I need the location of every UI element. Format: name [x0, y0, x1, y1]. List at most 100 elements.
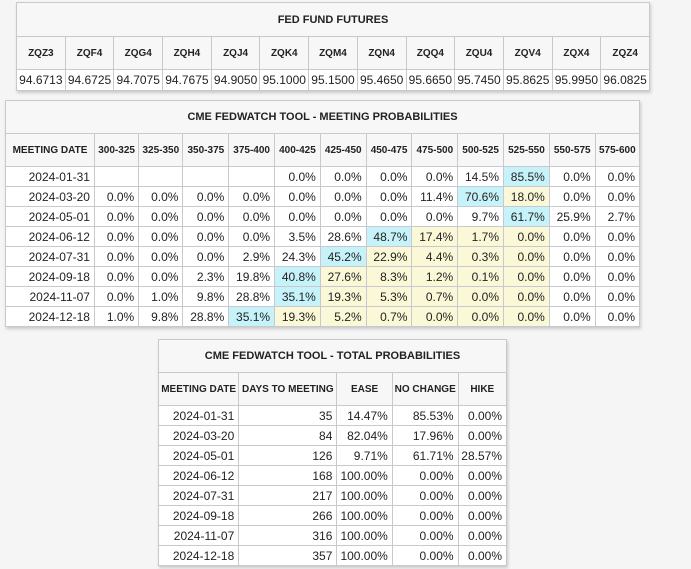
- probability-cell: 85.5%: [503, 166, 550, 187]
- ease-probability: 100.00%: [336, 545, 393, 566]
- no-change-probability: 17.96%: [391, 425, 459, 446]
- probability-cell: 0.0%: [274, 206, 321, 227]
- probability-cell: [182, 166, 230, 187]
- probability-cell: 0.0%: [182, 246, 230, 267]
- meeting-row: 2024-11-07 0.0% 1.0% 9.8% 28.8% 35.1% 19.3% 5.3…: [5, 286, 641, 307]
- probability-cell: 0.0%: [319, 166, 367, 187]
- hike-probability: 0.00%: [457, 505, 508, 526]
- days-to-meeting: 357: [238, 545, 338, 566]
- probability-cell: 0.0%: [457, 306, 505, 327]
- probability-cell: 0.0%: [594, 266, 641, 287]
- probability-cell: 0.0%: [365, 186, 413, 207]
- probability-cell: 0.0%: [548, 246, 596, 267]
- probability-cell: 2.7%: [594, 206, 641, 227]
- probability-cell: 0.0%: [93, 186, 140, 207]
- total-header-row: MEETING DATE DAYS TO MEETING EASE NO CHANGE…: [157, 372, 508, 406]
- total-row: 2024-12-18 357 100.00% 0.00% 0.00%: [157, 545, 508, 566]
- probability-cell: 0.0%: [411, 306, 459, 327]
- probability-cell: 0.0%: [503, 306, 550, 327]
- probability-cell: 0.0%: [594, 226, 641, 247]
- probability-cell: 35.1%: [228, 306, 276, 327]
- no-change-probability: 0.00%: [391, 485, 459, 506]
- meeting-date: 2024-12-18: [157, 545, 240, 566]
- meeting-row: 2024-09-18 0.0% 0.0% 2.3% 19.8% 40.8% 27.6% 8.3…: [5, 266, 641, 287]
- probability-cell: 0.0%: [594, 166, 641, 187]
- hike-probability: 0.00%: [457, 425, 508, 446]
- probability-cell: 0.7%: [411, 286, 459, 307]
- days-to-meeting: 35: [238, 405, 338, 426]
- probability-cell: 0.0%: [503, 286, 550, 307]
- hike-col-header: HIKE: [457, 372, 508, 406]
- probability-cell: 48.7%: [365, 226, 413, 247]
- probability-cell: 0.0%: [182, 206, 230, 227]
- rate-range-col-header: 400-425: [274, 133, 321, 167]
- probability-cell: 0.0%: [93, 226, 140, 247]
- probability-cell: 19.8%: [228, 266, 276, 287]
- probability-cell: 9.8%: [182, 286, 230, 307]
- probability-cell: 0.0%: [138, 246, 184, 267]
- meeting-row: 2024-05-01 0.0% 0.0% 0.0% 0.0% 0.0% 0.0% 0.0% 0.…: [5, 206, 641, 227]
- meeting-header-row: MEETING DATE 300-325 325-350 350-375 375-400…: [5, 133, 641, 167]
- probability-cell: 0.0%: [548, 306, 596, 327]
- probability-cell: 0.0%: [138, 206, 184, 227]
- probability-cell: 0.0%: [548, 166, 596, 187]
- probability-cell: 0.0%: [274, 166, 321, 187]
- total-table-title: CME FEDWATCH TOOL - TOTAL PROBABILITIES: [158, 339, 507, 373]
- days-to-meeting-col-header: DAYS TO MEETING: [238, 372, 338, 406]
- total-row: 2024-11-07 316 100.00% 0.00% 0.00%: [157, 525, 508, 546]
- probability-cell: 0.0%: [411, 206, 459, 227]
- days-to-meeting: 126: [238, 445, 338, 466]
- meeting-date: 2024-09-18: [5, 266, 95, 287]
- futures-col-header: ZQV4: [502, 36, 553, 70]
- ease-probability: 100.00%: [336, 505, 393, 526]
- probability-cell: 0.7%: [365, 306, 413, 327]
- meeting-date: 2024-11-07: [157, 525, 240, 546]
- probability-cell: 0.0%: [93, 266, 140, 287]
- futures-col-header: ZQM4: [308, 36, 358, 70]
- probability-cell: 0.0%: [594, 286, 641, 307]
- meeting-row: 2024-03-20 0.0% 0.0% 0.0% 0.0% 0.0% 0.0% 0.0% 11…: [5, 186, 641, 207]
- rate-range-col-header: 300-325: [93, 133, 140, 167]
- probability-cell: 2.3%: [182, 266, 230, 287]
- meeting-row: 2024-06-12 0.0% 0.0% 0.0% 0.0% 3.5% 28.6% 48.7%…: [5, 226, 641, 247]
- meeting-date: 2024-07-31: [157, 485, 240, 506]
- futures-header-row: ZQZ3 ZQF4 ZQG4 ZQH4 ZQJ4 ZQK4 ZQM4 ZQN4 …: [16, 36, 650, 70]
- probability-cell: 8.3%: [365, 266, 413, 287]
- futures-price: 95.1000: [259, 69, 310, 91]
- ease-probability: 100.00%: [336, 525, 393, 546]
- no-change-probability: 0.00%: [391, 525, 459, 546]
- futures-price: 94.6713: [16, 69, 66, 91]
- probability-cell: 0.0%: [594, 306, 641, 327]
- probability-cell: 61.7%: [503, 206, 550, 227]
- rate-range-col-header: 500-525: [457, 133, 505, 167]
- probability-cell: [138, 166, 184, 187]
- probability-cell: 19.3%: [319, 286, 367, 307]
- probability-cell: 19.3%: [274, 306, 321, 327]
- probability-cell: 0.1%: [457, 266, 505, 287]
- probability-cell: 0.0%: [93, 206, 140, 227]
- rate-range-col-header: 575-600: [594, 133, 641, 167]
- futures-table-title: FED FUND FUTURES: [16, 2, 650, 37]
- meeting-date-col-header: MEETING DATE: [157, 372, 240, 406]
- probability-cell: 0.0%: [503, 266, 550, 287]
- probability-cell: 0.0%: [548, 266, 596, 287]
- total-row: 2024-01-31 35 14.47% 85.53% 0.00%: [157, 405, 508, 426]
- probability-cell: 11.4%: [411, 186, 459, 207]
- futures-col-header: ZQQ4: [405, 36, 456, 70]
- futures-col-header: ZQX4: [551, 36, 602, 70]
- probability-cell: 0.0%: [93, 246, 140, 267]
- probability-cell: 27.6%: [319, 266, 367, 287]
- probability-cell: 0.0%: [228, 206, 276, 227]
- probability-cell: 0.0%: [274, 186, 321, 207]
- rate-range-col-header: 550-575: [548, 133, 596, 167]
- probability-cell: 1.0%: [138, 286, 184, 307]
- futures-price: 95.6650: [405, 69, 456, 91]
- probability-cell: 4.4%: [411, 246, 459, 267]
- meeting-date: 2024-01-31: [5, 166, 95, 187]
- probability-cell: 0.0%: [138, 226, 184, 247]
- meeting-date: 2024-09-18: [157, 505, 240, 526]
- meeting-date: 2024-06-12: [157, 465, 240, 486]
- probability-cell: 0.0%: [138, 186, 184, 207]
- probability-cell: 1.2%: [411, 266, 459, 287]
- rate-range-col-header: 325-350: [138, 133, 184, 167]
